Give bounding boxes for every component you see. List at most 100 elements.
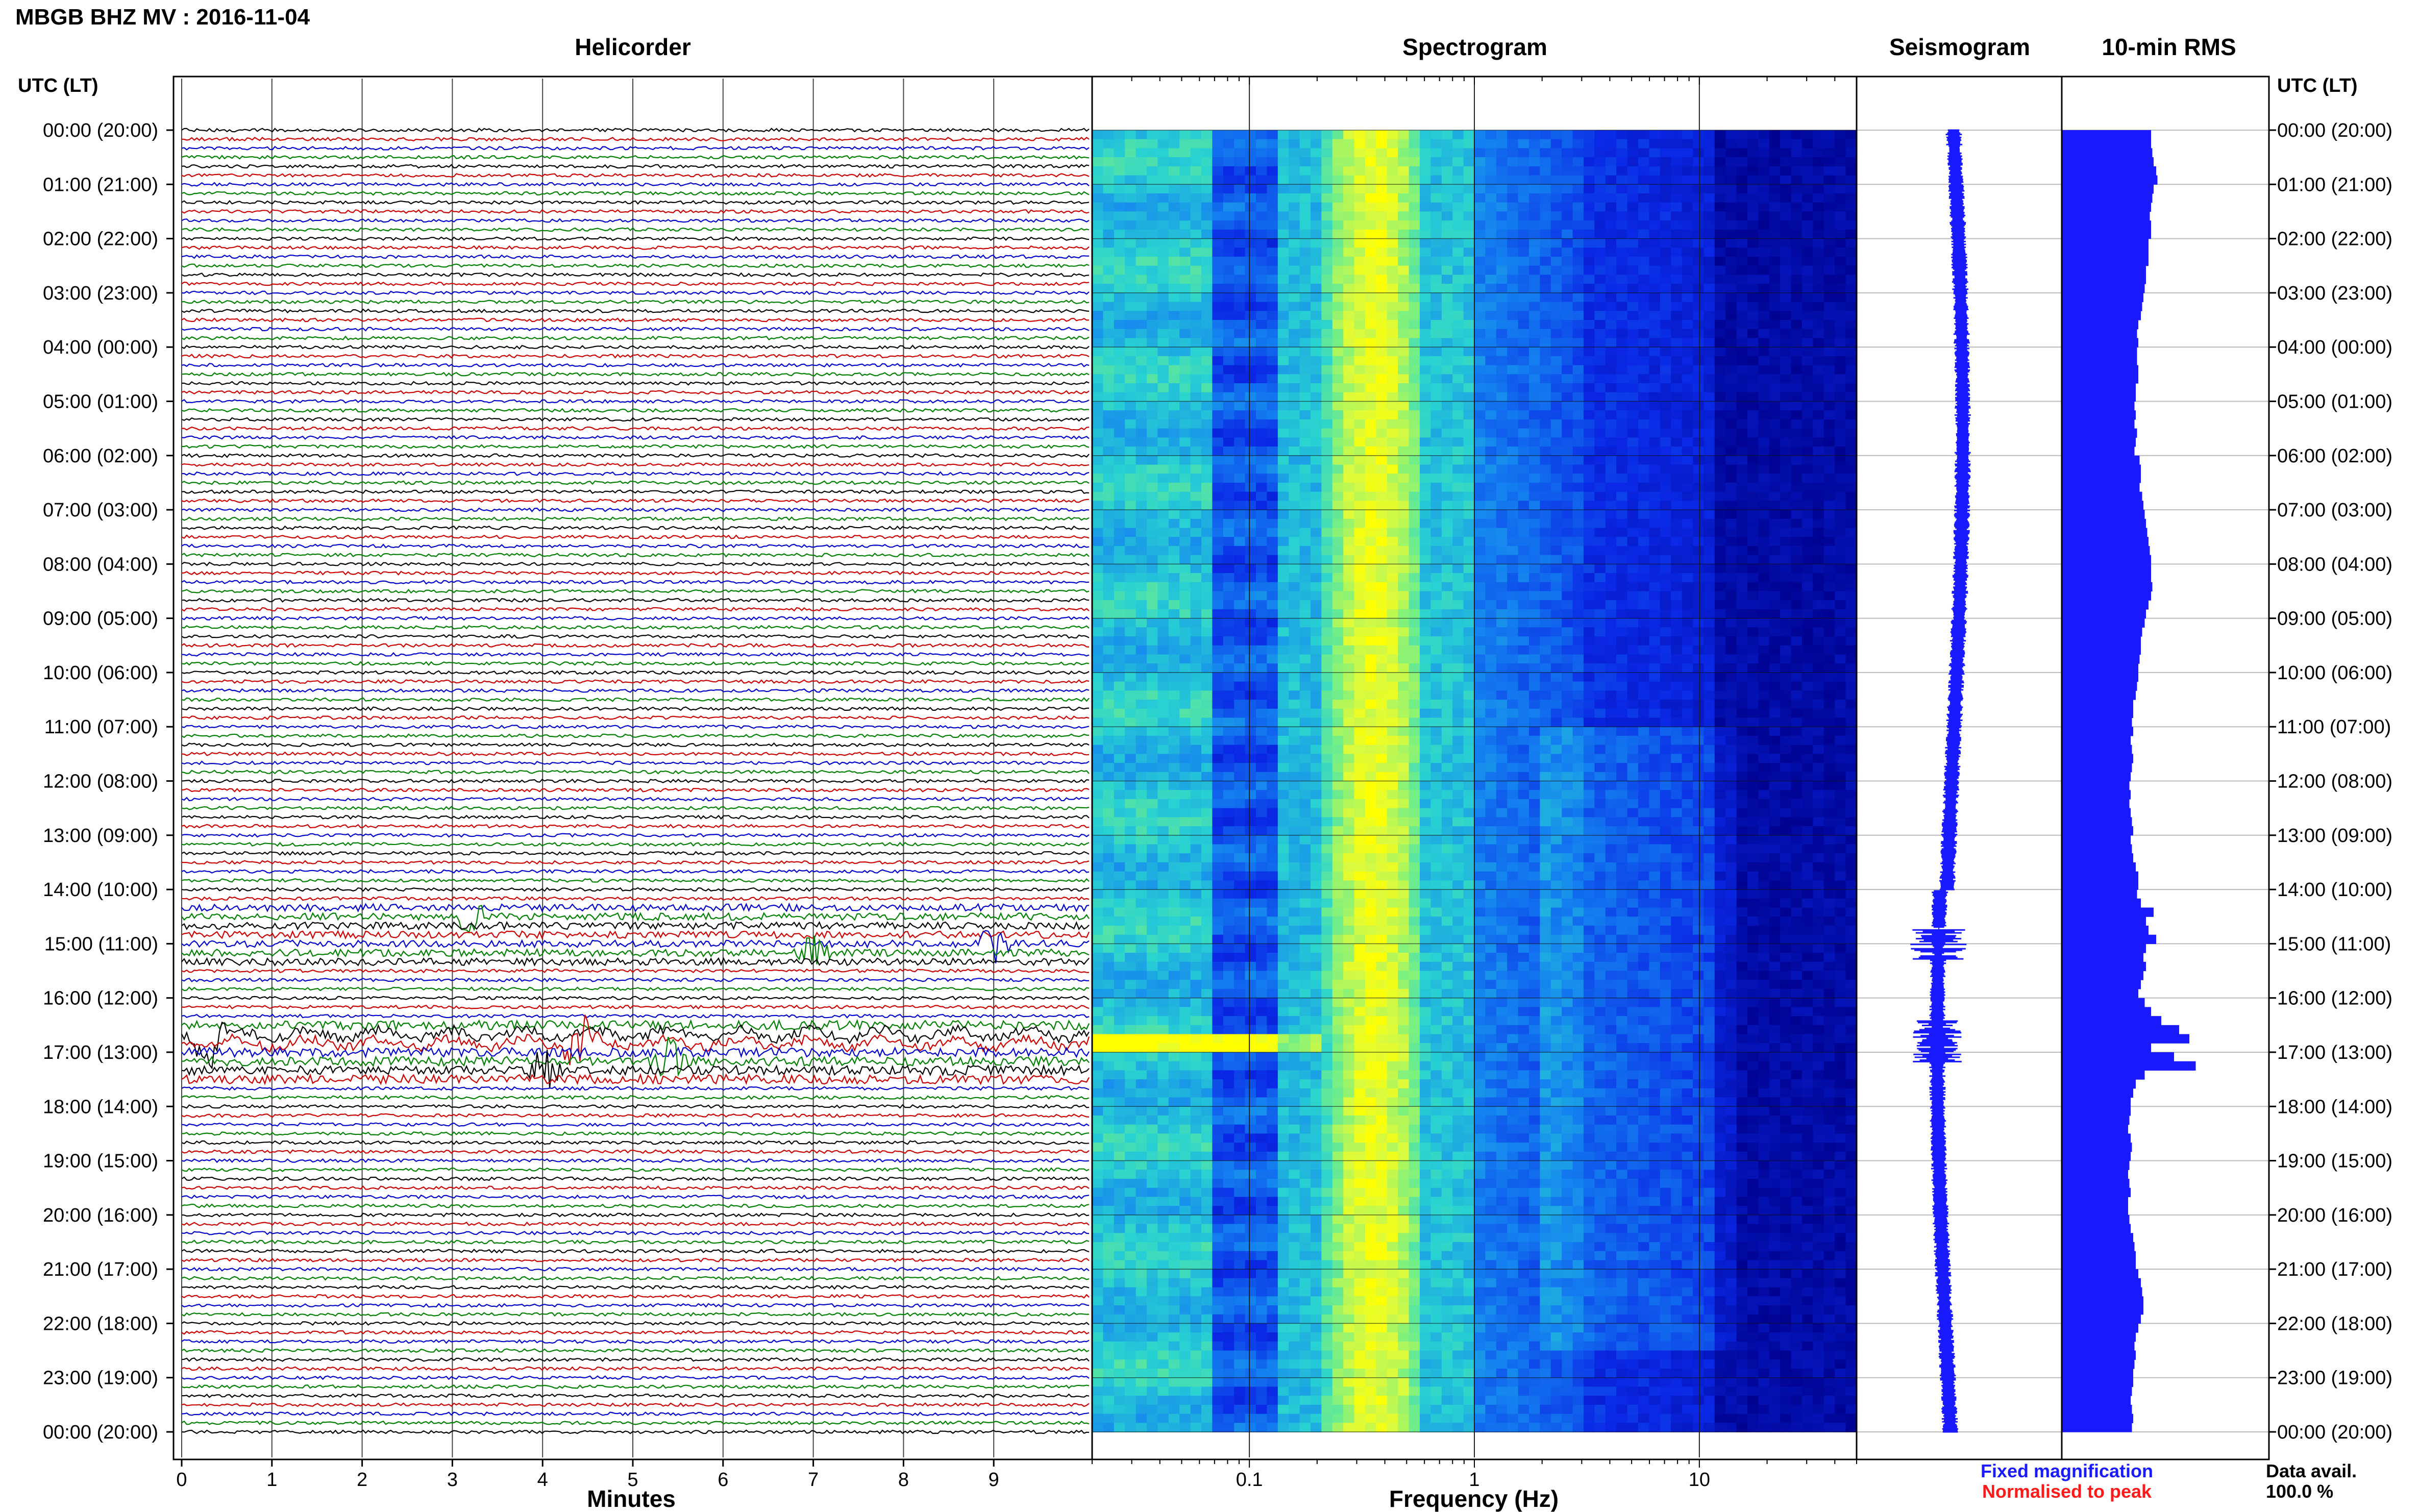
spectrogram-cell bbox=[1496, 717, 1508, 727]
spectrogram-cell bbox=[1780, 600, 1792, 610]
spectrogram-cell bbox=[1299, 609, 1311, 619]
spectrogram-cell bbox=[1267, 320, 1278, 330]
spectrogram-cell bbox=[1409, 275, 1420, 284]
spectrogram-cell bbox=[1398, 700, 1410, 709]
spectrogram-cell bbox=[1354, 211, 1366, 221]
helicorder-trace bbox=[181, 1348, 1090, 1353]
spectrogram-cell bbox=[1136, 663, 1147, 673]
spectrogram-cell bbox=[1496, 681, 1508, 691]
spectrogram-cell bbox=[1398, 410, 1410, 420]
time-label-left: 07:00 (03:00) bbox=[43, 500, 158, 521]
spectrogram-cell bbox=[1540, 202, 1551, 212]
time-label-right: 00:00 (20:00) bbox=[2277, 120, 2392, 141]
spectrogram-cell bbox=[1682, 464, 1693, 474]
spectrogram-cell bbox=[1704, 600, 1715, 610]
spectrogram-cell bbox=[1638, 202, 1650, 212]
spectrogram-cell bbox=[1693, 338, 1705, 348]
spectrogram-cell bbox=[1321, 564, 1333, 574]
spectrogram-cell bbox=[1420, 401, 1431, 411]
spectrogram-cell bbox=[1529, 455, 1541, 465]
spectrogram-cell bbox=[1835, 184, 1846, 194]
spectrogram-cell bbox=[1791, 537, 1803, 547]
spectrogram-cell bbox=[1092, 211, 1104, 221]
spectrogram-cell bbox=[1780, 663, 1792, 673]
spectrogram-cell bbox=[1430, 654, 1442, 664]
spectrogram-cell bbox=[1277, 247, 1289, 257]
spectrogram-cell bbox=[1343, 510, 1355, 519]
spectrogram-cell bbox=[1802, 546, 1814, 556]
spectrogram-cell bbox=[1398, 419, 1410, 429]
spectrogram-cell bbox=[1245, 491, 1256, 502]
spectrogram-cell bbox=[1725, 347, 1737, 357]
spectrogram-cell bbox=[1507, 618, 1519, 628]
spectrogram-cell bbox=[1409, 518, 1420, 529]
spectrogram-cell bbox=[1758, 193, 1770, 203]
spectrogram-cell bbox=[1409, 555, 1420, 565]
spectrogram-cell bbox=[1616, 238, 1628, 249]
spectrogram-cell bbox=[1277, 636, 1289, 646]
spectrogram-cell bbox=[1114, 455, 1125, 465]
spectrogram-cell bbox=[1572, 437, 1584, 447]
spectrogram-cell bbox=[1289, 474, 1300, 483]
spectrogram-cell bbox=[1289, 564, 1300, 574]
spectrogram-cell bbox=[1747, 365, 1759, 375]
spectrogram-cell bbox=[1277, 419, 1289, 429]
spectrogram-cell bbox=[1813, 410, 1824, 420]
spectrogram-cell bbox=[1540, 555, 1551, 565]
spectrogram-cell bbox=[1671, 374, 1683, 384]
spectrogram-cell bbox=[1277, 428, 1289, 438]
spectrogram-cell bbox=[1343, 292, 1355, 303]
spectrogram-cell bbox=[1671, 428, 1683, 438]
spectrogram-cell bbox=[1136, 202, 1147, 212]
spectrogram-cell bbox=[1430, 383, 1442, 393]
time-label-right: 13:00 (09:00) bbox=[2277, 825, 2392, 847]
spectrogram-cell bbox=[1518, 265, 1529, 276]
spectrogram-cell bbox=[1725, 654, 1737, 664]
spectrogram-cell bbox=[1474, 320, 1486, 330]
spectrogram-cell bbox=[1671, 139, 1683, 149]
spectrogram-cell bbox=[1638, 501, 1650, 510]
spectrogram-cell bbox=[1365, 356, 1377, 366]
spectrogram-cell bbox=[1092, 636, 1104, 646]
spectrogram-cell bbox=[1463, 356, 1475, 366]
spectrogram-cell bbox=[1157, 130, 1169, 140]
spectrogram-cell bbox=[1747, 428, 1759, 438]
spectrogram-cell bbox=[1430, 229, 1442, 239]
spectrogram-cell bbox=[1518, 537, 1529, 547]
spectrogram-cell bbox=[1332, 708, 1344, 718]
spectrogram-cell bbox=[1277, 311, 1289, 320]
spectrogram-cell bbox=[1201, 220, 1213, 230]
spectrogram-cell bbox=[1714, 311, 1726, 320]
spectrogram-cell bbox=[1420, 338, 1431, 348]
spectrogram-cell bbox=[1430, 284, 1442, 293]
spectrogram-cell bbox=[1791, 464, 1803, 474]
spectrogram-cell bbox=[1616, 627, 1628, 637]
spectrogram-cell bbox=[1638, 347, 1650, 357]
spectrogram-cell bbox=[1747, 401, 1759, 411]
spectrogram-cell bbox=[1540, 238, 1551, 249]
spectrogram-cell bbox=[1616, 636, 1628, 646]
spectrogram-cell bbox=[1452, 447, 1464, 456]
helicorder-trace bbox=[181, 787, 1090, 792]
spectrogram-cell bbox=[1682, 329, 1693, 339]
spectrogram-cell bbox=[1441, 555, 1453, 565]
spectrogram-cell bbox=[1671, 202, 1683, 212]
spectrogram-cell bbox=[1714, 582, 1726, 592]
spectrogram-cell bbox=[1277, 284, 1289, 293]
spectrogram-cell bbox=[1507, 482, 1519, 492]
spectrogram-cell bbox=[1693, 482, 1705, 492]
spectrogram-cell bbox=[1474, 464, 1486, 474]
spectrogram-cell bbox=[1802, 356, 1814, 366]
spectrogram-cell bbox=[1354, 491, 1366, 502]
spectrogram-cell bbox=[1299, 727, 1311, 736]
spectrogram-cell bbox=[1147, 735, 1158, 746]
spectrogram-cell bbox=[1299, 338, 1311, 348]
spectrogram-cell bbox=[1496, 501, 1508, 510]
spectrogram-cell bbox=[1147, 166, 1158, 176]
spectrogram-cell bbox=[1387, 447, 1398, 456]
spectrogram-cell bbox=[1540, 591, 1551, 601]
spectrogram-cell bbox=[1693, 491, 1705, 502]
spectrogram-cell bbox=[1311, 663, 1322, 673]
spectrogram-cell bbox=[1223, 455, 1235, 465]
spectrogram-cell bbox=[1638, 184, 1650, 194]
